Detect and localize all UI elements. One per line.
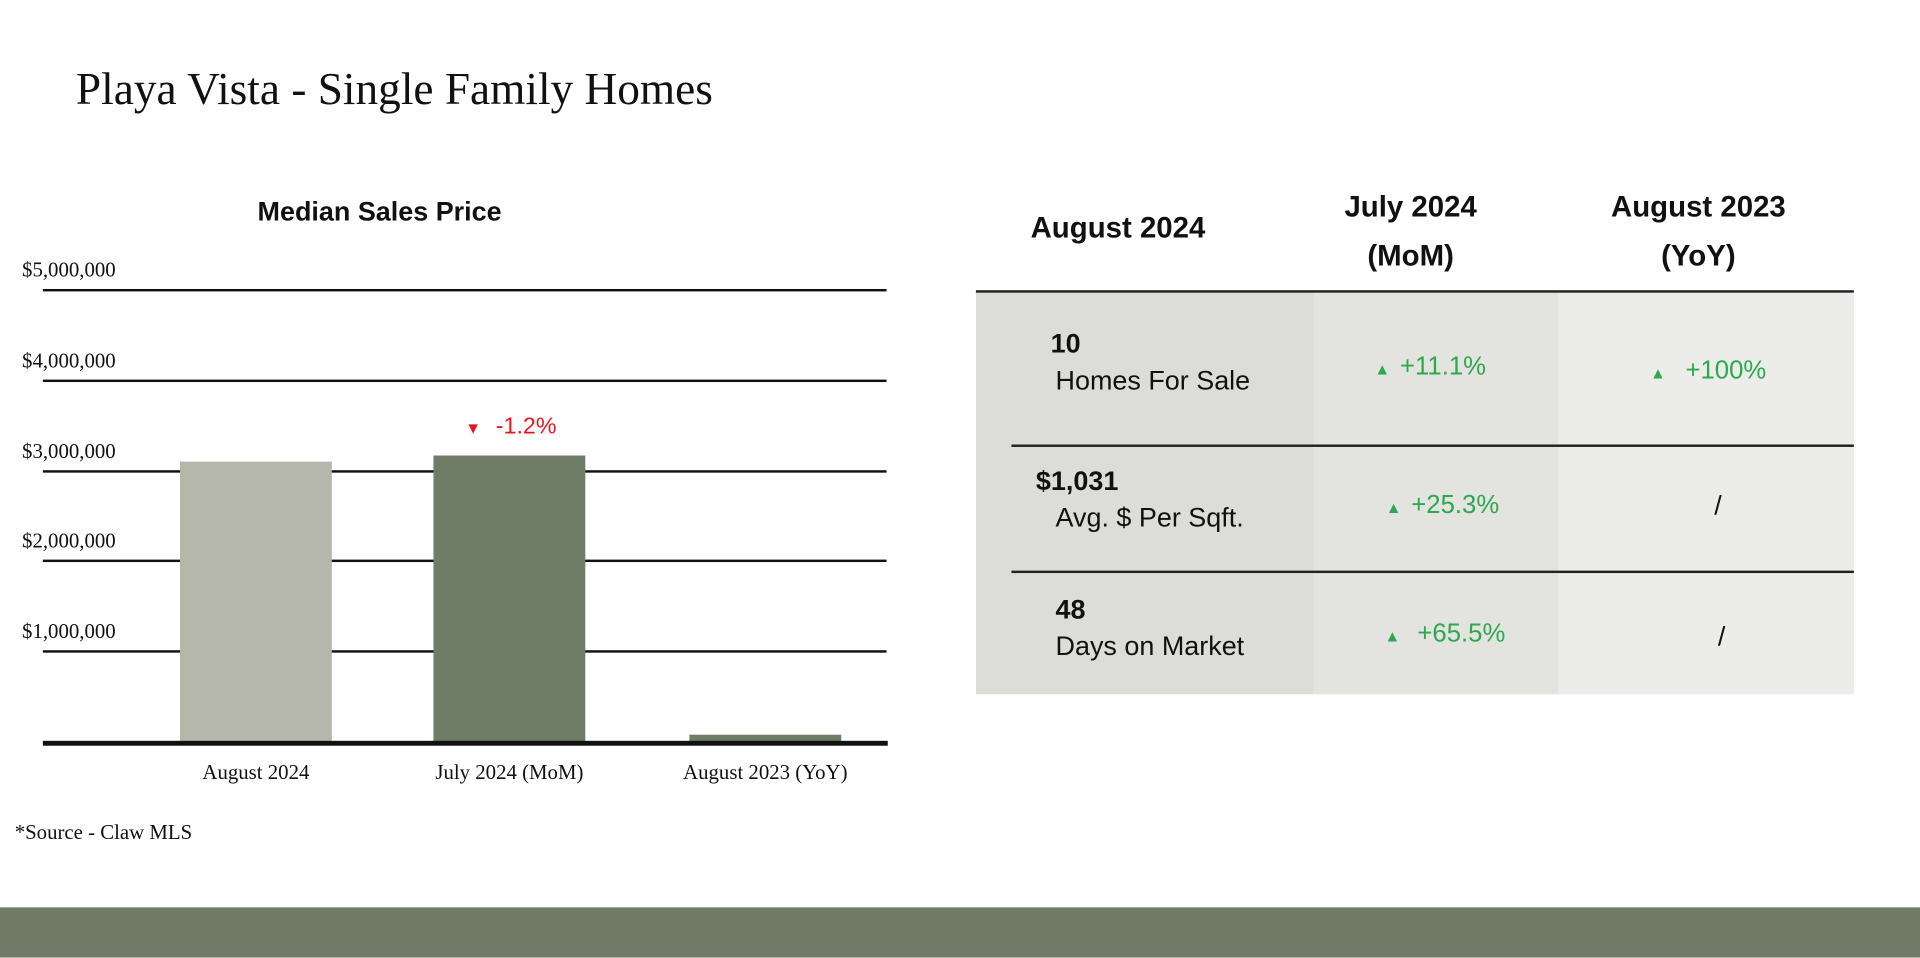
bar	[180, 461, 332, 743]
triangle-up-icon: ▲	[1650, 363, 1666, 383]
metric-label: Avg. $ Per Sqft.	[1055, 502, 1244, 533]
x-axis-line	[42, 740, 888, 746]
metric-value: 10	[1050, 328, 1081, 359]
table-row-price-per-sqft: $1,031 Avg. $ Per Sqft.	[1036, 465, 1244, 534]
header-subtext: (YoY)	[1661, 240, 1736, 274]
column-current-bg	[975, 291, 1314, 695]
yoy-change: /	[1717, 620, 1726, 652]
row-divider	[1011, 570, 1854, 574]
header-text: July 2024	[1344, 191, 1477, 225]
mom-change: ▲ +65.5%	[1353, 620, 1537, 649]
footer-band	[0, 907, 1920, 958]
row-divider	[1011, 444, 1854, 447]
gridline	[42, 379, 887, 382]
y-tick-label: $5,000,000	[22, 258, 116, 282]
triangle-up-icon: ▲	[1384, 626, 1401, 646]
mom-change-text: +25.3%	[1411, 491, 1500, 520]
source-note: *Source - Claw MLS	[14, 820, 193, 844]
header-text: August 2024	[1030, 211, 1206, 245]
triangle-down-icon: ▼	[465, 418, 482, 438]
column-mom-bg	[1313, 291, 1559, 695]
mom-change-annotation: ▼ -1.2%	[465, 414, 556, 441]
yoy-change-text: +100%	[1685, 356, 1767, 385]
mom-change-text: +11.1%	[1399, 352, 1487, 381]
header-august-2024: August 2024	[976, 204, 1260, 253]
yoy-change: ▲ +100%	[1616, 356, 1800, 385]
header-subtext: (MoM)	[1367, 240, 1454, 274]
metric-label: Homes For Sale	[1055, 364, 1251, 396]
mom-change: ▲ +11.1%	[1338, 353, 1522, 382]
header-divider	[975, 290, 1854, 293]
y-tick-label: $4,000,000	[22, 348, 116, 372]
metric-value: $1,031	[1035, 465, 1119, 496]
table-row-homes-for-sale: 10 Homes For Sale	[1051, 328, 1251, 397]
column-yoy-bg	[1558, 291, 1854, 695]
mom-change-text: +65.5%	[1417, 619, 1506, 648]
table-row-days-on-market: 48 Days on Market	[1056, 594, 1245, 663]
triangle-up-icon: ▲	[1374, 360, 1391, 379]
metric-value: 48	[1055, 593, 1086, 625]
x-tick-label: August 2024	[202, 760, 310, 784]
gridline	[42, 288, 887, 292]
page-title: Playa Vista - Single Family Homes	[75, 64, 713, 116]
y-tick-label: $1,000,000	[22, 619, 116, 644]
metric-label: Days on Market	[1055, 630, 1245, 662]
triangle-up-icon: ▲	[1385, 498, 1402, 517]
mom-change-text: -1.2%	[495, 413, 557, 440]
header-july-2024-mom: July 2024 (MoM)	[1288, 184, 1533, 282]
chart-title: Median Sales Price	[257, 195, 502, 227]
x-tick-label: July 2024 (MoM)	[435, 760, 584, 784]
y-tick-label: $2,000,000	[22, 529, 116, 553]
yoy-change: /	[1714, 489, 1722, 521]
x-tick-label: August 2023 (YoY)	[683, 760, 848, 784]
bar	[433, 455, 586, 743]
header-text: August 2023	[1611, 191, 1786, 225]
mom-change: ▲ +25.3%	[1351, 491, 1535, 520]
bar	[689, 734, 842, 743]
header-august-2023-yoy: August 2023 (YoY)	[1576, 184, 1821, 282]
y-tick-label: $3,000,000	[22, 439, 116, 463]
